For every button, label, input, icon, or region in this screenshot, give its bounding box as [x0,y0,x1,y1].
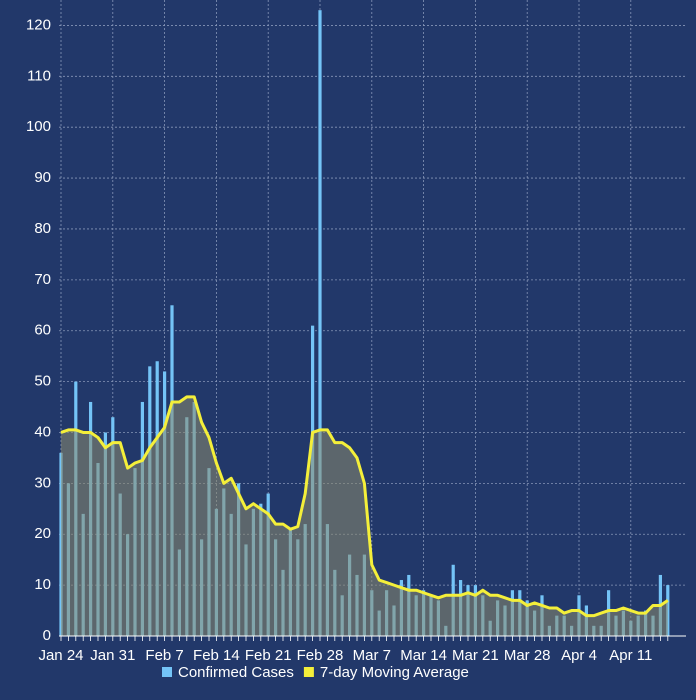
y-tick-label: 100 [26,118,51,135]
y-tick-label: 60 [34,322,51,339]
y-tick-label: 120 [26,16,51,33]
x-tick-label: Mar 14 [400,647,447,664]
x-tick-label: Feb 7 [145,647,183,664]
y-tick-label: 90 [34,169,51,186]
legend-label: Confirmed Cases [178,664,294,681]
y-tick-label: 0 [43,627,51,644]
legend-swatch [162,667,172,677]
moving-average-area [61,396,668,636]
y-tick-label: 80 [34,220,51,237]
x-tick-label: Feb 14 [193,647,240,664]
y-tick-label: 10 [34,576,51,593]
y-tick-label: 70 [34,271,51,288]
y-tick-label: 20 [34,525,51,542]
x-tick-label: Mar 21 [452,647,499,664]
x-tick-label: Jan 31 [90,647,135,664]
x-tick-label: Jan 24 [38,647,83,664]
moving-average-line [60,395,669,618]
x-tick-label: Feb 28 [297,647,344,664]
x-tick-label: Apr 11 [609,647,652,664]
x-tick-label: Feb 21 [245,647,292,664]
bar [666,585,670,636]
y-tick-label: 40 [34,423,51,440]
x-tick-label: Apr 4 [561,647,597,664]
legend-swatch [303,667,314,677]
y-tick-label: 30 [34,474,51,491]
y-tick-label: 110 [27,67,51,84]
x-tick-label: Mar 7 [353,647,391,664]
legend-label: 7-day Moving Average [320,664,469,681]
x-tick-label: Mar 28 [504,647,551,664]
bar [318,10,322,636]
y-tick-label: 50 [34,373,51,390]
